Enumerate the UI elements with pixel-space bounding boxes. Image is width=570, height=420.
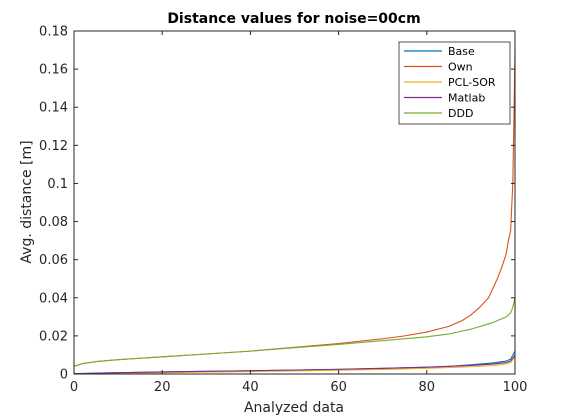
series-line-ddd (73, 297, 516, 367)
y-tick-label: 0.04 (39, 291, 68, 306)
y-tick-label: 0.14 (39, 101, 68, 116)
y-tick-label: 0 (60, 368, 68, 383)
plot-frame (73, 30, 516, 375)
y-tick-label: 0.08 (39, 215, 68, 230)
legend: Base Own PCL-SOR Matlab DDD (398, 41, 511, 125)
y-tick-label: 0.16 (39, 63, 68, 78)
series-line-matlab (73, 354, 516, 375)
axis-layer: 0 20 40 60 80 100 0 0.02 0.04 0.06 0.08 0.1 0.12 0.14… (39, 25, 527, 396)
legend-box (398, 41, 511, 125)
x-tick-label: 40 (242, 380, 259, 395)
y-tick-label: 0.12 (39, 139, 68, 154)
legend-label: Matlab (448, 92, 485, 105)
x-tick-label: 100 (503, 380, 528, 395)
series-layer (73, 50, 516, 375)
y-tick-label: 0.18 (39, 25, 68, 40)
legend-label: Own (448, 61, 473, 74)
x-tick-label: 20 (154, 380, 171, 395)
chart-title: Distance values for noise=00cm (167, 11, 420, 27)
y-tick-label: 0.02 (39, 329, 68, 344)
y-tick-label: 0.06 (39, 253, 68, 268)
y-axis-label: Avg. distance [m] (19, 140, 35, 263)
x-tick-label: 60 (330, 380, 347, 395)
legend-label: Base (448, 45, 475, 58)
x-tick-label: 0 (70, 380, 78, 395)
x-tick-label: 80 (419, 380, 436, 395)
x-axis-label: Analyzed data (244, 400, 344, 416)
legend-label: PCL-SOR (448, 76, 496, 89)
series-line-pcl-sor (73, 356, 516, 375)
legend-label: DDD (448, 107, 473, 120)
y-tick-label: 0.1 (47, 177, 68, 192)
